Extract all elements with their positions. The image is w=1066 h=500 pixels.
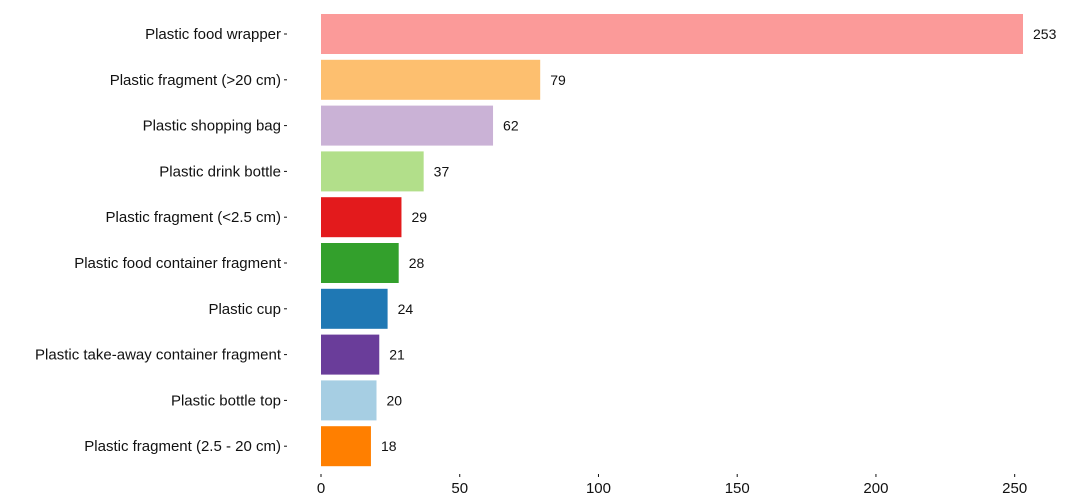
data-label: 24 <box>398 301 414 317</box>
bars: 253 79 62 37 29 28 24 21 20 18 <box>321 14 1057 467</box>
category-label: Plastic fragment (<2.5 cm) <box>106 209 281 226</box>
bar <box>321 151 424 192</box>
data-label: 21 <box>389 347 405 363</box>
data-label: 18 <box>381 438 397 454</box>
category-label: Plastic shopping bag <box>143 118 281 135</box>
x-axis: 0 50 100 150 200 250 <box>317 474 1027 497</box>
data-label: 28 <box>409 255 425 271</box>
bar <box>321 243 399 283</box>
data-label: 62 <box>503 118 519 134</box>
category-label: Plastic fragment (>20 cm) <box>110 72 281 89</box>
data-label: 29 <box>411 209 427 225</box>
bar <box>321 288 388 329</box>
x-tick-label: 0 <box>317 480 325 497</box>
x-tick-label: 250 <box>1002 480 1027 497</box>
category-label: Plastic bottle top <box>171 392 281 409</box>
data-label: 20 <box>386 392 402 408</box>
bar <box>321 380 377 421</box>
category-label: Plastic take-away container fragment <box>35 347 282 364</box>
bar <box>321 334 380 375</box>
y-axis: Plastic food wrapper Plastic fragment (>2… <box>35 26 287 455</box>
bar <box>321 426 371 467</box>
x-tick-label: 200 <box>863 480 888 497</box>
data-label: 253 <box>1033 26 1057 42</box>
x-tick-label: 100 <box>586 480 611 497</box>
bar <box>321 197 402 238</box>
bar <box>321 105 494 146</box>
category-label: Plastic cup <box>208 301 281 318</box>
x-tick-label: 50 <box>451 480 468 497</box>
data-label: 37 <box>434 163 450 179</box>
category-label: Plastic food wrapper <box>145 26 281 43</box>
bar <box>321 59 541 100</box>
category-label: Plastic drink bottle <box>159 163 281 180</box>
category-label: Plastic food container fragment <box>74 255 282 272</box>
data-label: 79 <box>550 72 566 88</box>
x-tick-label: 150 <box>725 480 750 497</box>
category-label: Plastic fragment (2.5 - 20 cm) <box>84 438 281 455</box>
bar <box>321 14 1023 54</box>
